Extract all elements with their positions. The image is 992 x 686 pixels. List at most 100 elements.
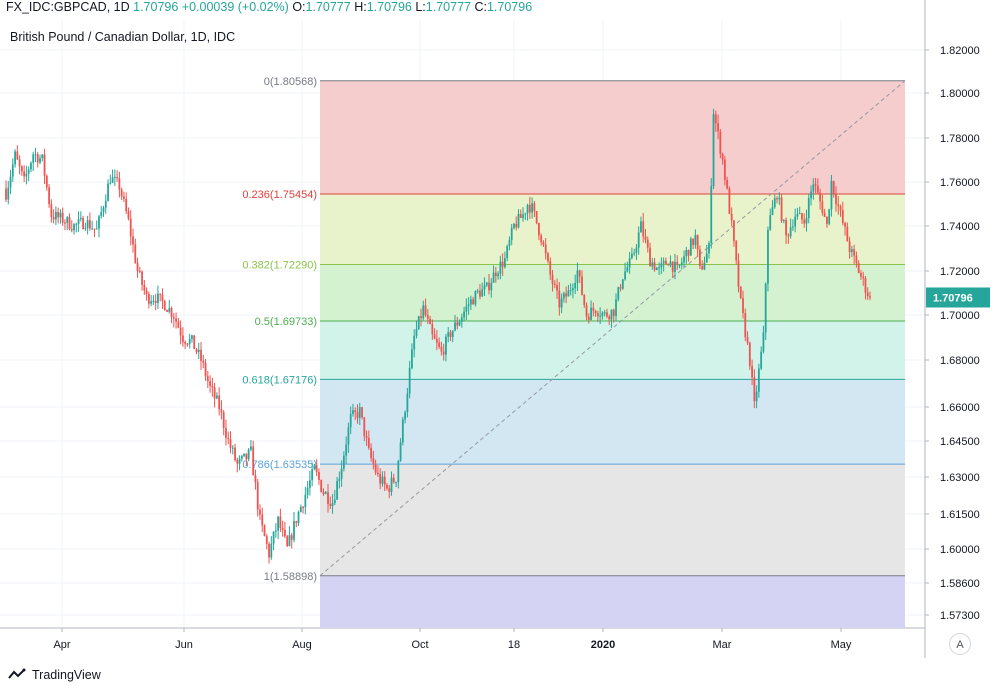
candle-body: [361, 407, 363, 418]
candle-body: [422, 305, 425, 319]
candle-body: [197, 349, 200, 353]
candle-body: [757, 368, 760, 392]
candle-body: [159, 293, 162, 295]
candle-body: [644, 236, 647, 240]
candle-body: [61, 212, 64, 223]
price-tick-label: 1.68000: [940, 355, 980, 367]
candle-body: [780, 197, 783, 222]
candle-body: [751, 365, 753, 378]
candle-body: [308, 480, 311, 488]
candle-body: [234, 447, 236, 460]
candle-body: [306, 487, 309, 495]
candle-body: [689, 238, 692, 256]
candle-body: [73, 224, 75, 231]
candle-body: [651, 262, 654, 267]
candle-body: [82, 217, 85, 230]
time-tick-label: Jun: [175, 639, 193, 651]
open-label: O:: [292, 0, 306, 14]
fibonacci-retracement[interactable]: 0(1.80568) 0.236(1.75454) 0.382(1.72290) 0.…: [242, 76, 906, 628]
candle-body: [374, 464, 377, 473]
fib-zone: [320, 321, 905, 380]
candle-body: [540, 235, 543, 243]
candle-body: [678, 264, 681, 266]
candle-body: [814, 184, 817, 186]
candle-body: [701, 265, 704, 270]
candle-body: [855, 255, 858, 264]
candle-body: [723, 159, 726, 180]
fib-trend-line[interactable]: [319, 80, 906, 577]
candle-body: [50, 204, 53, 218]
candle-body: [392, 477, 395, 483]
candle-body: [286, 536, 289, 546]
chart-subtitle: British Pound / Canadian Dollar, 1D, IDC: [10, 30, 236, 44]
candle-body: [646, 239, 649, 248]
candle-body: [773, 198, 776, 208]
time-axis[interactable]: Apr Jun Aug Oct 18 2020 Mar May: [53, 628, 852, 651]
candle-body: [157, 293, 159, 304]
candle-body: [215, 395, 218, 399]
candle-body: [9, 176, 12, 188]
candle-body: [145, 290, 148, 295]
candle-body: [592, 307, 595, 311]
candle-body: [481, 289, 484, 297]
candle-body: [551, 274, 554, 284]
fib-level-label: 0.382(1.72290): [242, 259, 317, 271]
candle-body: [433, 334, 436, 339]
candle-body: [562, 293, 565, 299]
candle-body: [177, 321, 180, 328]
candle-body: [528, 204, 531, 213]
candle-body: [200, 349, 202, 361]
candle-body: [479, 290, 481, 297]
candle-body: [245, 453, 248, 460]
candle-body: [769, 215, 772, 230]
price-tick-label: 1.70000: [940, 310, 980, 322]
candle-body: [311, 469, 314, 481]
candle-body: [585, 305, 588, 317]
candle-body: [86, 220, 89, 229]
candle-body: [57, 211, 60, 218]
candle-body: [420, 316, 422, 319]
candle-body: [129, 218, 132, 237]
price-tick-label: 1.80000: [940, 88, 980, 100]
candle-body: [104, 201, 107, 208]
tradingview-brand[interactable]: TradingView: [8, 668, 101, 682]
candle-body: [172, 317, 175, 319]
candle-body: [381, 476, 384, 484]
candle-body: [250, 446, 252, 450]
candle-body: [397, 460, 400, 483]
symbol-label[interactable]: FX_IDC:GBPCAD, 1D: [6, 0, 130, 14]
fib-zone: [320, 379, 905, 465]
low-value: 1.70777: [425, 0, 471, 14]
candle-body: [844, 223, 846, 227]
candle-body: [107, 183, 109, 202]
candle-body: [567, 290, 570, 297]
candle-body: [5, 188, 7, 200]
candle-body: [54, 211, 57, 220]
price-axis[interactable]: 1.82000 1.80000 1.78000 1.76000 1.74000 1.720…: [925, 45, 990, 622]
tradingview-logo-icon: [8, 668, 26, 679]
candle-body: [848, 241, 851, 253]
candle-body: [467, 304, 470, 307]
candle-body: [517, 213, 520, 228]
candle-body: [68, 217, 71, 230]
candle-body: [821, 201, 824, 213]
candle-body: [206, 376, 209, 382]
candle-body: [209, 381, 211, 386]
candle-body: [18, 159, 21, 167]
candle-body: [315, 465, 318, 472]
candle-body: [345, 444, 348, 456]
candle-body: [447, 332, 450, 337]
candle-body: [202, 360, 205, 363]
candle-body: [218, 395, 221, 410]
candle-body: [621, 279, 624, 289]
candle-body: [671, 261, 674, 273]
time-tick-label: May: [831, 639, 852, 651]
candle-body: [143, 284, 146, 291]
candle-body: [175, 318, 177, 322]
candle-body: [708, 242, 710, 254]
candle-body: [379, 474, 382, 484]
auto-scale-button[interactable]: A: [949, 633, 971, 655]
candle-body: [837, 204, 840, 207]
candle-body: [70, 229, 73, 231]
